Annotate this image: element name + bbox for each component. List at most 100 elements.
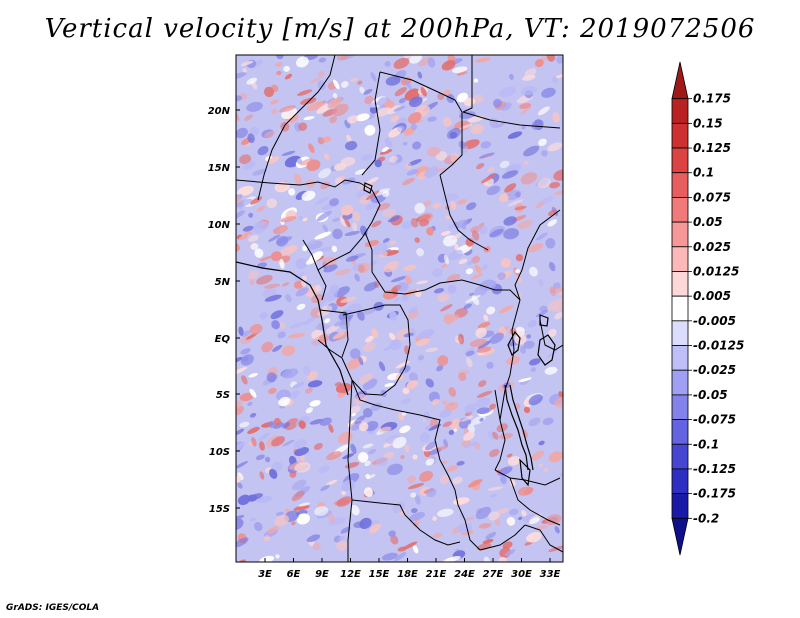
field-texture (335, 383, 352, 394)
longitude-axis: 3E 6E 9E 12E 15E 18E 21E 24E 27E 30E 33E (258, 558, 561, 580)
field-texture (239, 421, 250, 428)
field-texture (347, 357, 362, 370)
field-texture (459, 512, 465, 520)
field-texture (420, 87, 427, 97)
field-texture (277, 331, 286, 339)
field-texture (340, 156, 356, 167)
field-texture (396, 281, 409, 292)
field-texture (499, 160, 510, 169)
colorbar-swatch (671, 197, 689, 223)
field-texture (517, 486, 533, 496)
field-texture (523, 145, 540, 157)
field-texture (362, 342, 376, 352)
field-texture (236, 461, 248, 470)
field-texture (353, 521, 365, 529)
field-texture (349, 348, 361, 359)
field-texture (359, 86, 365, 94)
field-texture (247, 427, 260, 434)
field-texture (548, 261, 556, 272)
colorbar-label: -0.025 (693, 363, 736, 377)
field-texture (541, 87, 556, 98)
field-texture (538, 463, 543, 468)
field-texture (384, 137, 393, 148)
colorbar-swatch (671, 246, 689, 272)
field-texture (251, 437, 257, 447)
field-texture (350, 505, 360, 516)
field-texture (400, 454, 405, 460)
field-texture (350, 77, 359, 82)
colorbar-swatch (671, 98, 689, 124)
field-texture (465, 238, 475, 247)
field-texture (267, 156, 280, 165)
field-texture (283, 65, 291, 72)
field-texture (489, 494, 497, 498)
field-texture (291, 521, 296, 526)
field-texture (239, 154, 252, 165)
field-texture (332, 92, 338, 99)
field-texture (529, 358, 541, 366)
field-texture (318, 334, 329, 344)
field-texture (364, 460, 371, 467)
field-texture (314, 506, 329, 516)
field-texture (552, 76, 558, 84)
colorbar-swatch (671, 61, 689, 100)
field-texture (396, 117, 408, 126)
field-texture (526, 532, 542, 543)
field-texture (399, 425, 411, 434)
field-texture (314, 231, 332, 240)
field-texture (369, 106, 378, 114)
field-texture (425, 347, 439, 353)
field-texture (535, 202, 545, 209)
field-texture (503, 216, 517, 226)
lon-tick-label: 12E (340, 569, 361, 580)
field-texture (456, 92, 468, 103)
field-texture (319, 417, 332, 426)
field-texture (272, 344, 283, 352)
field-texture (542, 417, 554, 426)
field-texture (527, 319, 538, 328)
colorbar-swatch (671, 320, 689, 346)
field-texture (425, 488, 437, 498)
grads-credit: GrADS: IGES/COLA (6, 603, 100, 613)
field-texture (444, 402, 459, 411)
field-texture (385, 76, 401, 86)
field-texture (376, 456, 388, 467)
field-texture (324, 153, 330, 160)
field-texture (284, 418, 299, 431)
field-texture (362, 443, 374, 449)
lon-tick-label: 9E (315, 569, 329, 580)
lon-tick-label: 18E (397, 569, 418, 580)
field-texture (414, 237, 420, 243)
field-texture (281, 368, 299, 379)
colorbar-label: -0.2 (693, 511, 719, 525)
field-texture (506, 453, 513, 458)
field-texture (314, 442, 323, 451)
field-texture (325, 324, 340, 334)
field-texture (463, 441, 479, 448)
field-texture (470, 124, 484, 135)
field-texture (437, 293, 450, 302)
colorbar-swatch (671, 345, 689, 371)
field-texture (267, 525, 280, 534)
field-texture (401, 294, 409, 302)
field-texture (441, 400, 448, 405)
field-texture (536, 309, 549, 318)
field-texture (528, 417, 541, 427)
field-texture (447, 284, 457, 294)
field-texture (402, 177, 415, 186)
field-texture (365, 335, 374, 343)
field-texture (554, 526, 560, 534)
field-texture (298, 215, 303, 221)
field-texture (239, 392, 254, 402)
field-texture (298, 122, 308, 131)
field-texture (443, 439, 449, 448)
field-texture (531, 119, 544, 130)
field-texture (301, 190, 316, 201)
field-texture (493, 98, 502, 108)
field-texture (534, 58, 544, 68)
field-texture (382, 209, 397, 217)
field-texture (332, 217, 341, 222)
field-texture (236, 428, 245, 436)
field-texture (237, 494, 251, 506)
field-texture (383, 260, 399, 273)
